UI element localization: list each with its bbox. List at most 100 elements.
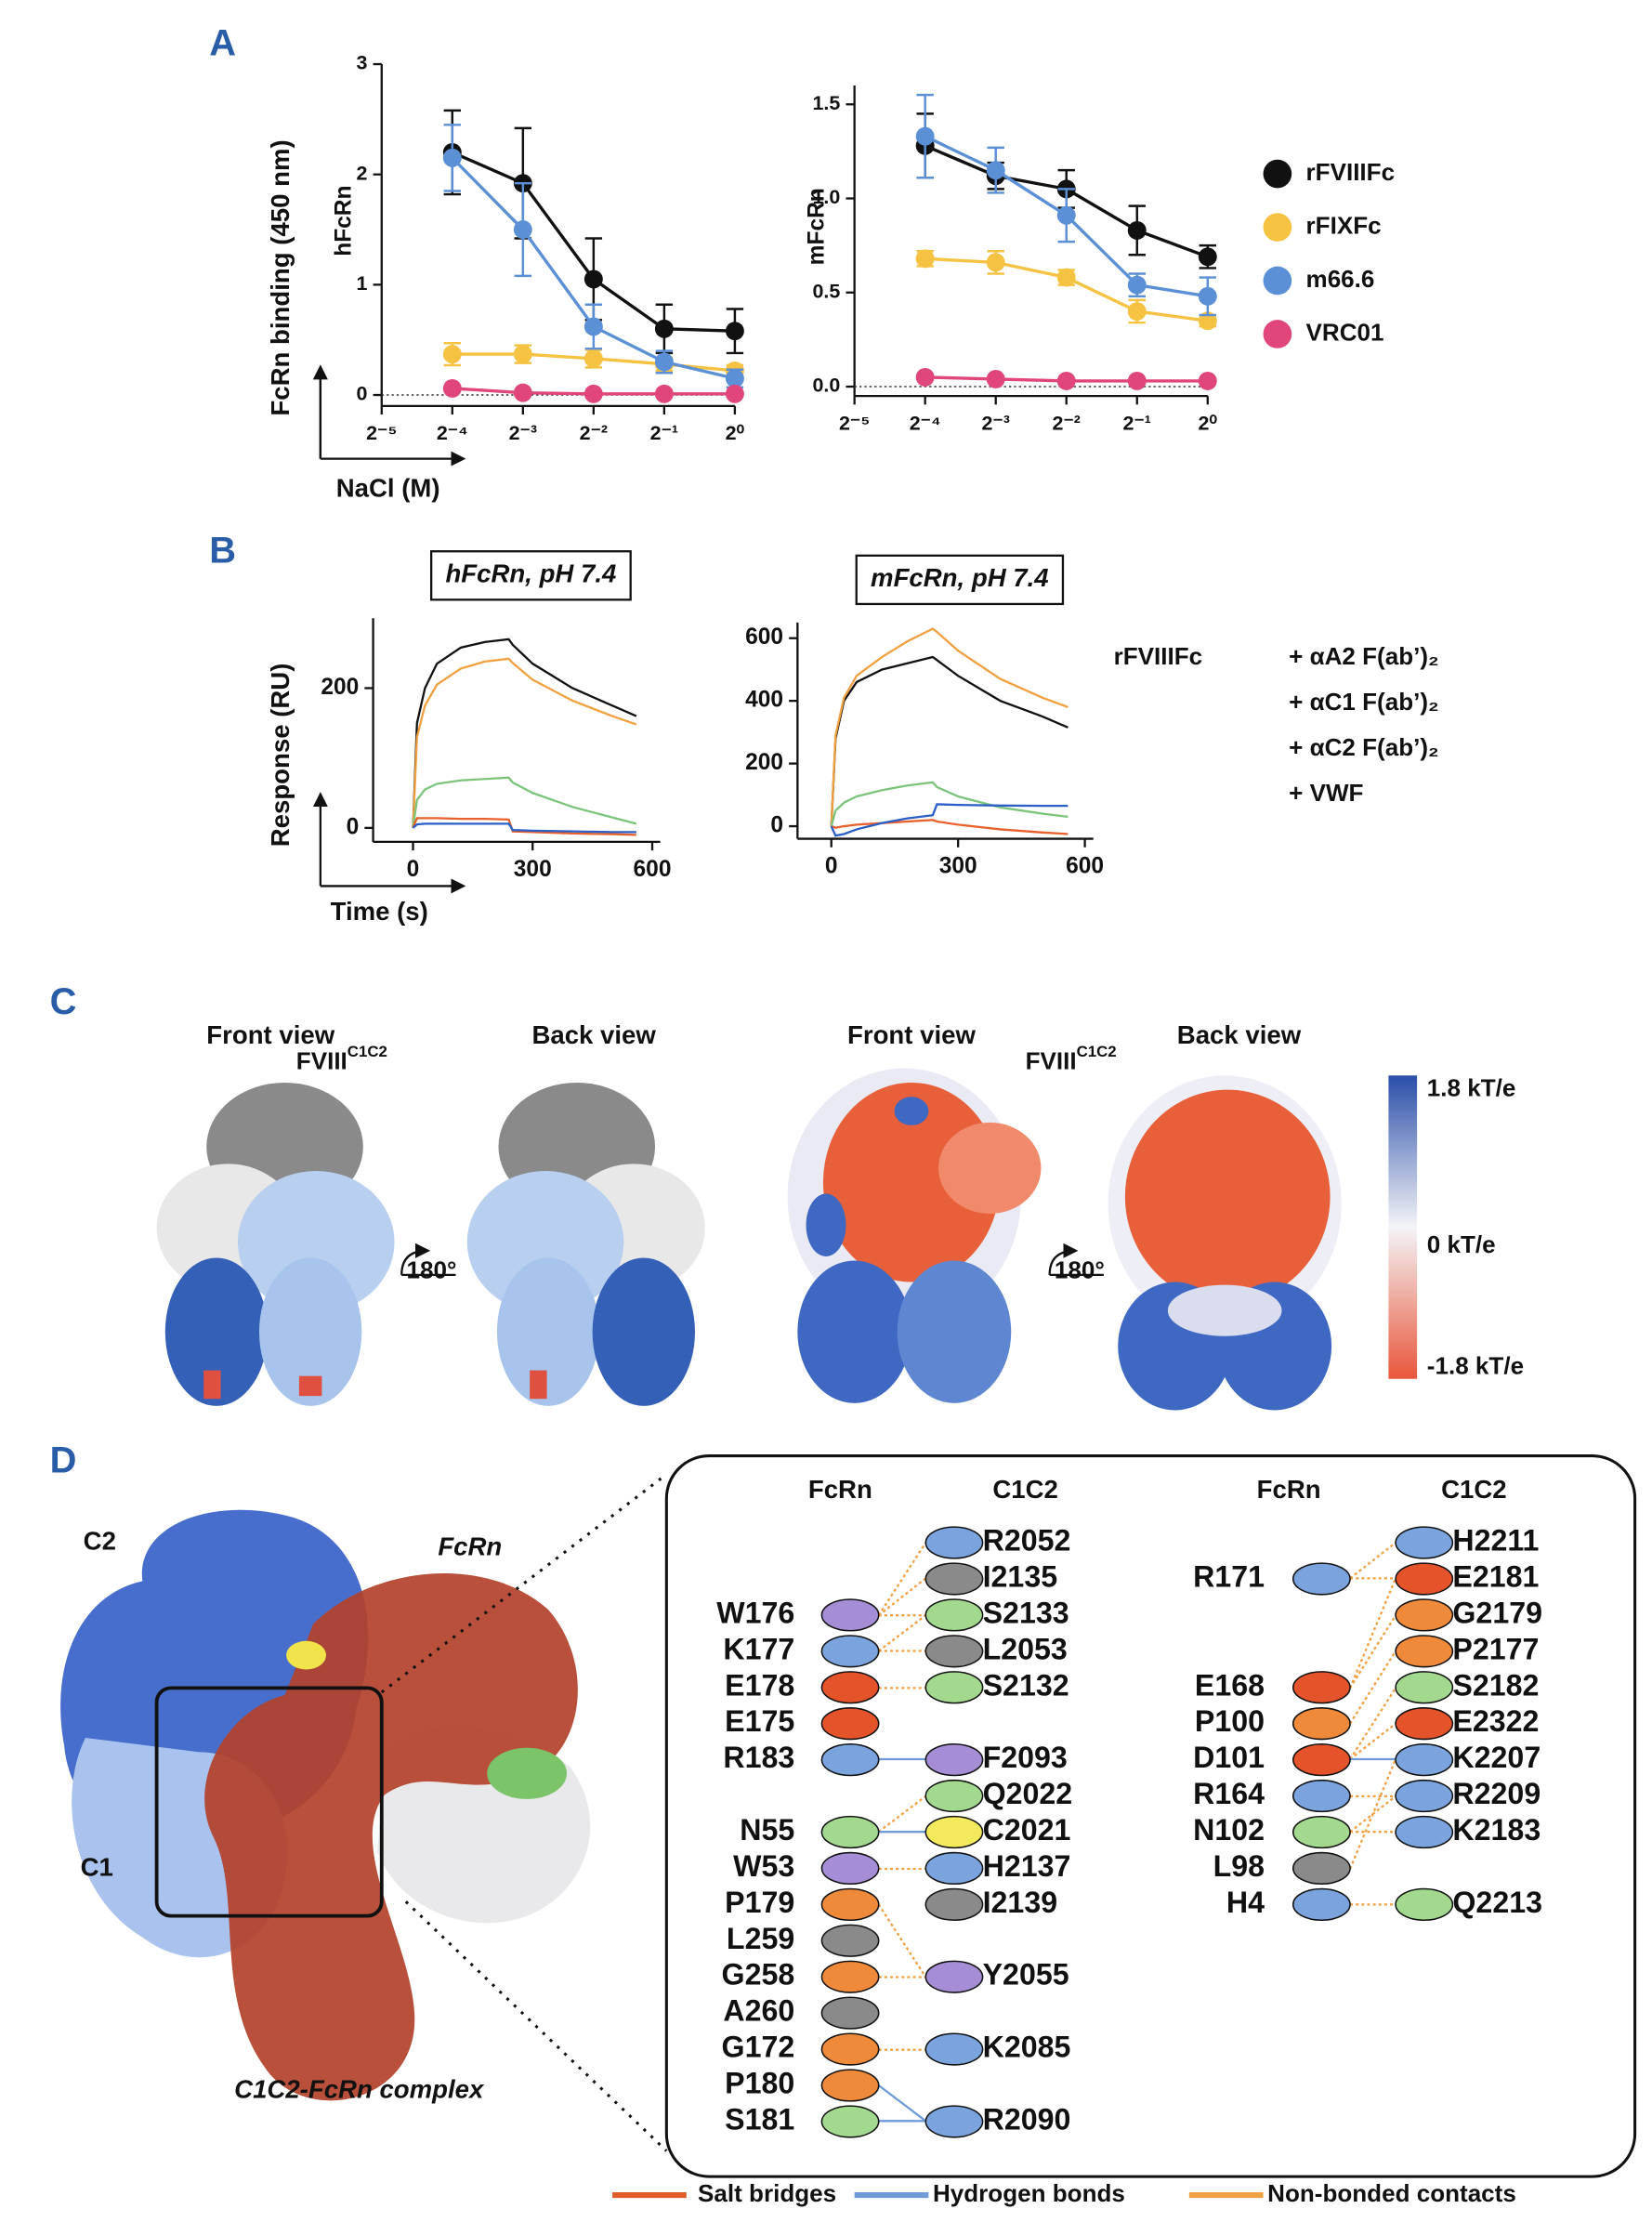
legend-label: rFVIIIFc [1306,158,1396,186]
legend-marker [1263,159,1292,189]
residue-marker [924,1562,984,1596]
residue-marker [1291,1887,1351,1921]
residue-label: Q2213 [1452,1886,1542,1919]
view-label: Front view [206,1020,334,1049]
residue-label: R2090 [983,2102,1071,2136]
x-tick-label: 600 [634,857,672,882]
residue-marker [924,2032,984,2066]
residue-label: P2177 [1452,1632,1539,1665]
fcrn-domain [204,1573,578,2101]
residue-label: W176 [716,1596,794,1629]
y-tick-label: 600 [745,624,783,650]
rotation-arrow [400,1251,456,1277]
data-point [986,253,1005,272]
residue-marker [1291,1851,1351,1886]
panel-label: A [209,23,236,64]
column-header: C1C2 [992,1475,1058,1504]
column-header: C1C2 [1441,1475,1507,1504]
data-point [583,270,603,289]
x-tick-label: 2⁻³ [982,412,1010,434]
residue-label: A260 [723,1994,794,2028]
x-tick-label: 2⁻⁴ [910,412,941,434]
residue-label: G2179 [1452,1596,1542,1629]
title-superscript: C1C2 [1077,1043,1117,1060]
y-tick-label: 0 [357,383,368,405]
x-tick-label: 300 [514,857,552,882]
legend-label: + αC2 F(ab’)₂ [1289,733,1438,761]
residue-label: I2135 [983,1559,1058,1593]
data-line [412,657,637,828]
x-tick-label: 2⁰ [1199,412,1218,434]
residue-marker [820,1996,880,2030]
y-axis-title: mFcRn [804,188,829,265]
axis-arrow [319,367,463,459]
x-tick-label: 0 [825,854,838,879]
chart-title: hFcRn, pH 7.4 [445,559,616,588]
residue-marker [1395,1598,1454,1632]
y-tick-label: 200 [745,750,783,775]
surface-domain [897,1260,1012,1403]
data-line [830,655,1069,827]
data-point [915,367,935,387]
interaction-box [664,1453,1637,2178]
residue-label: E175 [725,1704,794,1738]
residue-marker [924,2105,984,2138]
image-caption: C1C2-FcRn complex [234,2074,485,2103]
legend-label: Non-bonded contacts [1267,2179,1516,2207]
residue-label: S2182 [1452,1668,1539,1702]
zoom-box [154,1686,384,1918]
residue-label: K2207 [1452,1741,1541,1774]
title-text: FVIII [296,1046,347,1074]
x-tick-label: 2⁻² [1053,412,1081,434]
domain-label: C2 [84,1526,116,1555]
residue-label: P180 [725,2067,794,2100]
y-tick-label: 0 [347,814,360,839]
residue-label: E168 [1195,1668,1265,1702]
surface-patch [530,1370,547,1400]
y-tick-label: 0.0 [813,375,841,397]
domain-label: FcRn [438,1532,502,1560]
data-point [513,383,532,402]
surface-domain [797,1260,911,1403]
legend-marker [1263,266,1292,296]
residue-marker [924,1851,984,1886]
data-point [986,161,1005,180]
residue-marker [924,1671,984,1704]
residue-marker [820,1924,880,1957]
data-point [513,220,532,239]
title-text: FVIII [1026,1046,1077,1074]
electrostatic-image [1108,1075,1342,1411]
residue-marker [820,1742,880,1777]
residue-label: P100 [1195,1704,1265,1738]
residue-marker [1291,1815,1351,1849]
x-axis-title: NaCl (M) [336,474,440,503]
data-point [654,352,674,372]
y-tick-label: 1.0 [813,186,841,208]
surface-domain [164,1257,269,1406]
residue-marker [1395,1742,1454,1777]
legend-label: Salt bridges [698,2179,836,2207]
surface-patch [1167,1284,1282,1336]
residue-label: R183 [723,1741,794,1774]
residue-marker [924,1815,984,1849]
residue-label: P179 [725,1886,794,1919]
residue-label: G258 [722,1958,795,1992]
residue-label: Y2055 [983,1958,1069,1992]
x-tick-label: 600 [1066,854,1104,879]
surface-domain [466,1170,624,1314]
y-tick-label: 400 [745,688,783,713]
residue-label: S2132 [983,1668,1069,1702]
residue-label: L98 [1213,1849,1265,1883]
residue-label: R2052 [983,1524,1071,1558]
residue-label: Q2022 [983,1777,1073,1810]
residue-marker [820,1815,880,1849]
legend-label: + αA2 F(ab’)₂ [1289,642,1438,670]
title-box [429,550,632,601]
surface-patch [487,1747,568,1799]
data-point [654,319,674,338]
residue-marker [1395,1887,1454,1921]
data-point [986,369,1005,388]
legend-label: Hydrogen bonds [933,2179,1125,2207]
surface-domain [938,1122,1042,1214]
